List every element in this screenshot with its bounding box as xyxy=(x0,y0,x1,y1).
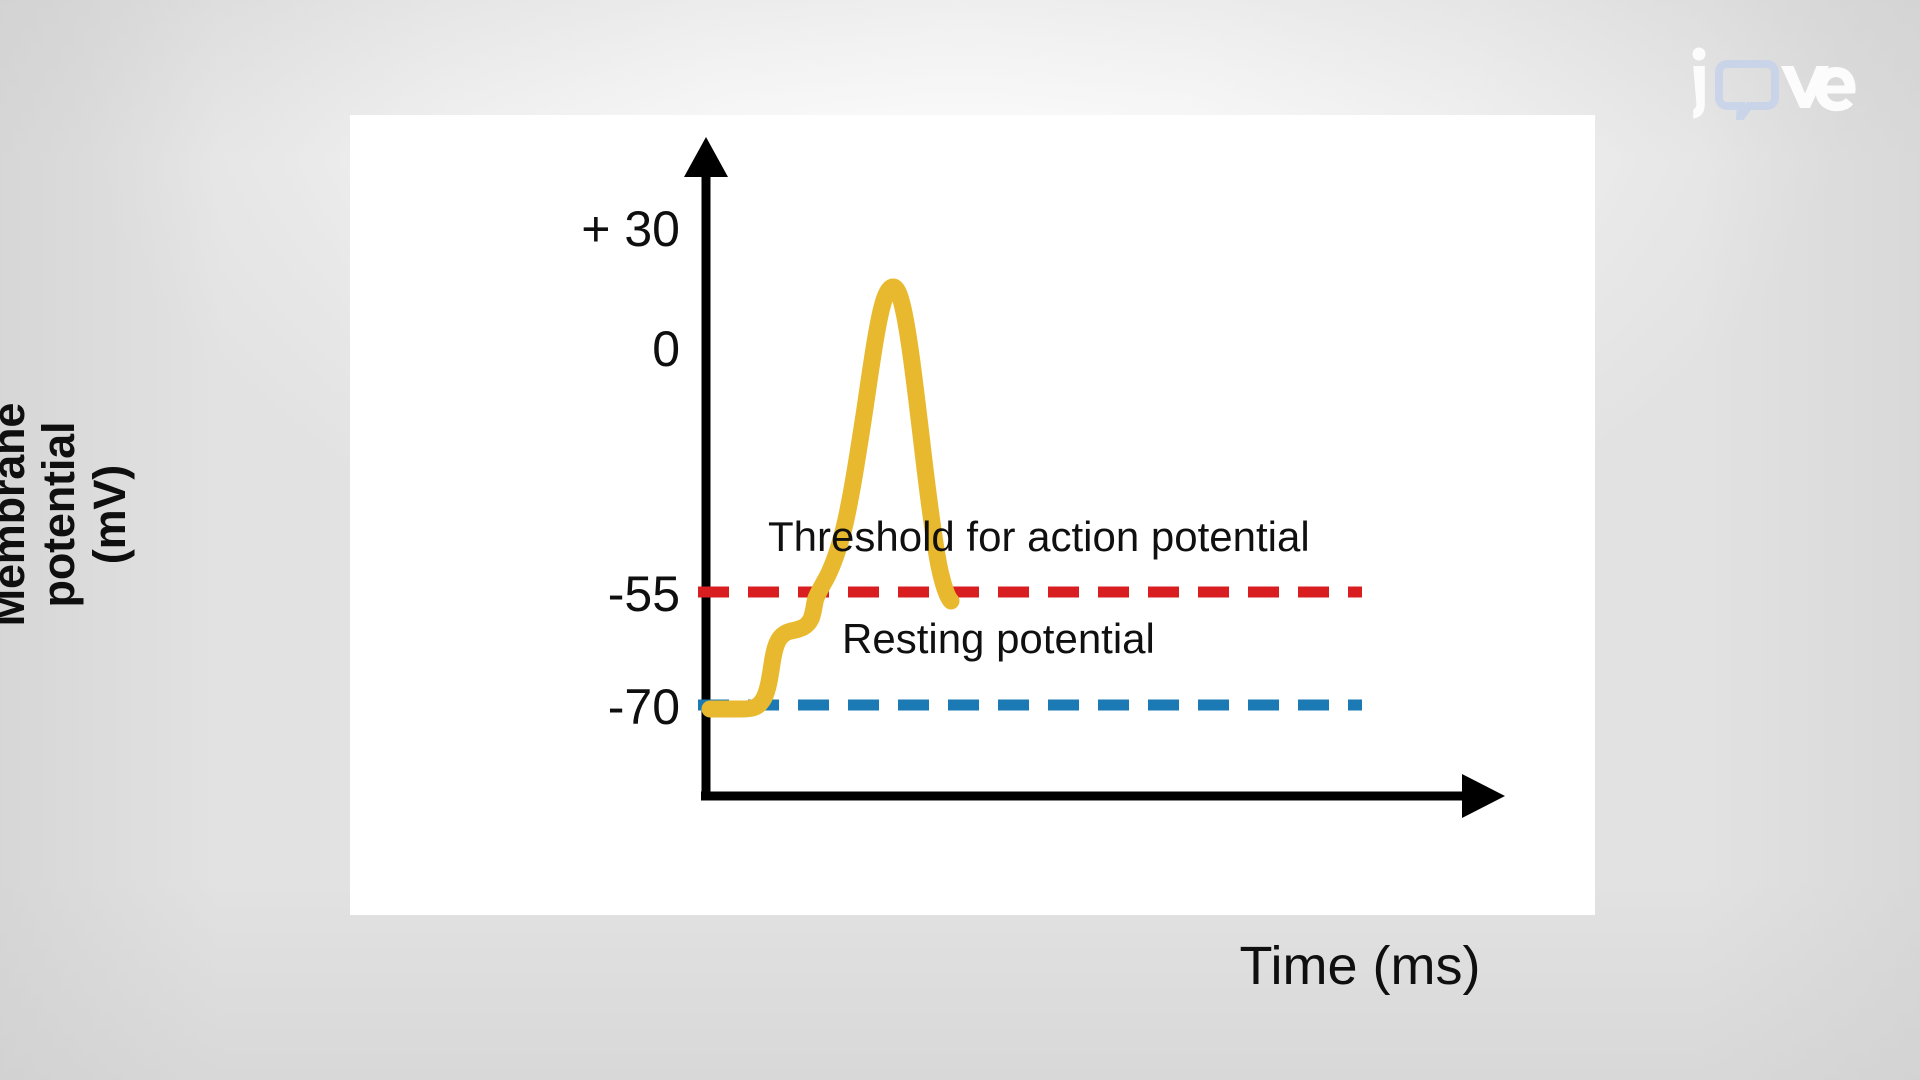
y-axis-label-line1: Membrane xyxy=(0,403,35,627)
ytick-label-zero: 0 xyxy=(652,321,680,377)
figure-card: + 30 0 -55 -70 Threshold for action pote… xyxy=(350,115,1595,996)
annotation-threshold: Threshold for action potential xyxy=(768,513,1310,560)
x-axis xyxy=(701,774,1505,818)
jove-logo xyxy=(1685,42,1865,132)
jove-logo-j-stem xyxy=(1693,66,1705,119)
action-potential-curve xyxy=(701,278,960,718)
x-axis-arrowhead xyxy=(1462,774,1505,818)
ytick-label-minus55: -55 xyxy=(607,566,680,622)
ytick-label-plus30: + 30 xyxy=(581,201,680,257)
ytick-label-minus70: -70 xyxy=(607,679,680,735)
jove-logo-o-bubble xyxy=(1715,60,1779,132)
jove-logo-e xyxy=(1815,67,1856,112)
jove-logo-j-dot xyxy=(1692,47,1706,61)
annotation-resting: Resting potential xyxy=(842,615,1155,662)
jove-logo-mark xyxy=(1692,47,1856,132)
y-axis xyxy=(684,137,728,800)
jove-logo-v xyxy=(1781,66,1829,108)
action-potential-plot xyxy=(684,137,1505,818)
y-axis-label-line2: potential (mV) xyxy=(33,422,136,608)
y-axis-label: Membrane potential (mV) xyxy=(0,115,135,915)
x-axis-label: Time (ms) xyxy=(1239,936,1481,996)
y-axis-arrowhead xyxy=(684,137,728,177)
